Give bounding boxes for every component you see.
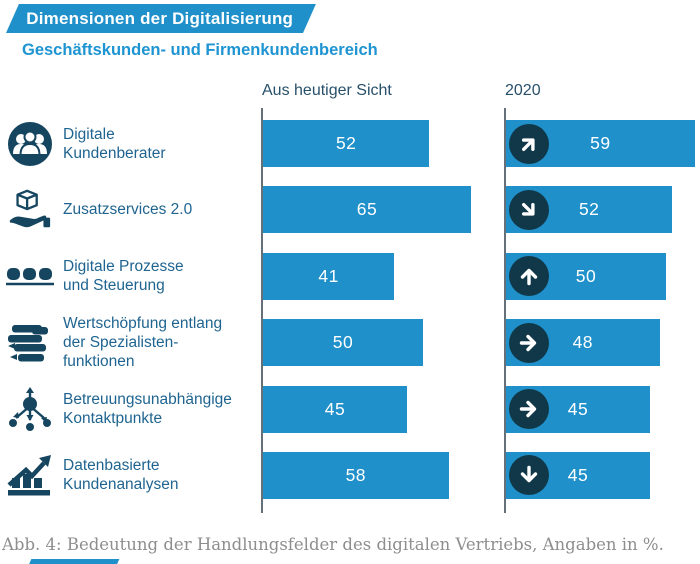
bar-value: 41: [318, 265, 339, 286]
category-label: Datenbasierte Kundenanalysen: [63, 457, 179, 494]
bar-2020-digitale-kundenberater: 59: [506, 120, 695, 167]
bar-current-kontaktpunkte: 45: [263, 385, 407, 433]
bar-current-zusatzservices: 65: [263, 186, 471, 234]
category-label: Zusatzservices 2.0: [63, 201, 193, 219]
bar-value: 50: [332, 332, 354, 353]
network-hub-icon: [5, 385, 55, 433]
bar-value: 50: [575, 265, 597, 286]
bar-value: 52: [578, 199, 600, 220]
process-chain-icon: [5, 252, 55, 300]
bar-value: 45: [567, 464, 589, 485]
bar-value: 58: [345, 464, 367, 485]
bar-2020-wertschoepfung: 48: [506, 319, 660, 367]
category-label: Digitale Kundenberater: [63, 125, 166, 162]
figure-caption: Abb. 4: Bedeutung der Handlungsfelder de…: [2, 535, 664, 554]
title-banner-label: Dimensionen der Digitalisierung: [26, 8, 294, 28]
bar-value: 65: [356, 199, 378, 220]
trend-up-icon: [509, 256, 549, 297]
bar-value: 45: [567, 398, 589, 419]
title-banner: Dimensionen der Digitalisierung: [6, 4, 316, 33]
bar-value: 48: [572, 332, 594, 353]
hand-cube-icon: [5, 186, 55, 234]
data-analytics-icon: [5, 451, 55, 499]
category-label: Wertschöpfung entlang der Spezialisten- …: [63, 315, 223, 371]
category-zusatzservices: Zusatzservices 2.0: [5, 186, 257, 233]
figure-subtitle: Geschäftskunden- und Firmenkundenbereich: [22, 41, 378, 59]
bar-2020-zusatzservices: 52: [506, 186, 673, 234]
bar-current-kundenanalysen: 58: [263, 451, 449, 499]
bar-current-wertschoepfung: 50: [263, 319, 423, 367]
specialist-stack-icon: [5, 319, 55, 367]
bar-2020-kontaktpunkte: 45: [506, 385, 650, 433]
bar-value: 59: [590, 133, 611, 153]
category-label: Digitale Prozesse und Steuerung: [63, 258, 184, 295]
trend-right-icon: [509, 322, 549, 363]
category-label: Betreuungsunabhängige Kontaktpunkte: [63, 391, 232, 428]
bar-current-digitale-kundenberater: 52: [263, 120, 430, 167]
trend-down-right-icon: [509, 189, 549, 230]
category-wertschoepfung: Wertschöpfung entlang der Spezialisten- …: [5, 315, 257, 370]
bar-2020-kundenanalysen: 45: [506, 451, 650, 499]
category-kontaktpunkte: Betreuungsunabhängige Kontaktpunkte: [5, 386, 257, 433]
bar-group-2020: 59 52 50 48 45 45: [506, 120, 695, 499]
category-kundenanalysen: Datenbasierte Kundenanalysen: [5, 452, 257, 499]
trend-up-right-icon: [509, 123, 549, 164]
next-section-banner-sliver: [28, 559, 120, 564]
people-group-icon: [5, 120, 55, 168]
category-column: Digitale Kundenberater Zusatzservices 2.…: [5, 120, 257, 499]
category-digitale-prozesse: Digitale Prozesse und Steuerung: [5, 253, 257, 300]
axis-line-current: [261, 108, 263, 513]
bar-current-digitale-prozesse: 41: [263, 252, 395, 300]
trend-down-icon: [509, 455, 549, 496]
bar-2020-digitale-prozesse: 50: [506, 252, 666, 300]
bar-group-current: 52 65 41 50 45 58: [263, 120, 471, 499]
column-header-2020: 2020: [505, 82, 541, 99]
bar-value: 45: [324, 398, 346, 419]
bar-value: 52: [335, 133, 357, 153]
column-header-current: Aus heutiger Sicht: [262, 82, 392, 99]
trend-right-icon: [509, 389, 549, 430]
category-digitale-kundenberater: Digitale Kundenberater: [5, 120, 257, 167]
axis-line-2020: [504, 108, 506, 513]
